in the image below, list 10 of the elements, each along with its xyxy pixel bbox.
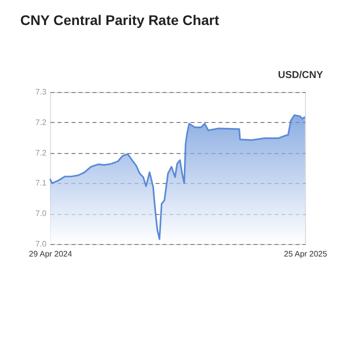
chart-title: CNY Central Parity Rate Chart	[20, 12, 220, 28]
y-tick-label: 7.2	[35, 148, 48, 158]
y-tick-label: 7.3	[35, 88, 48, 96]
y-tick-label: 7.2	[35, 118, 48, 127]
y-tick-label: 7.0	[35, 209, 48, 218]
y-tick-label: 7.1	[35, 178, 48, 188]
y-tick-label: 7.0	[35, 240, 48, 248]
chart-subtitle: USD/CNY	[278, 70, 324, 81]
x-tick-label: 29 Apr 2024	[28, 250, 73, 258]
x-tick-label: 25 Apr 2025	[284, 250, 328, 258]
